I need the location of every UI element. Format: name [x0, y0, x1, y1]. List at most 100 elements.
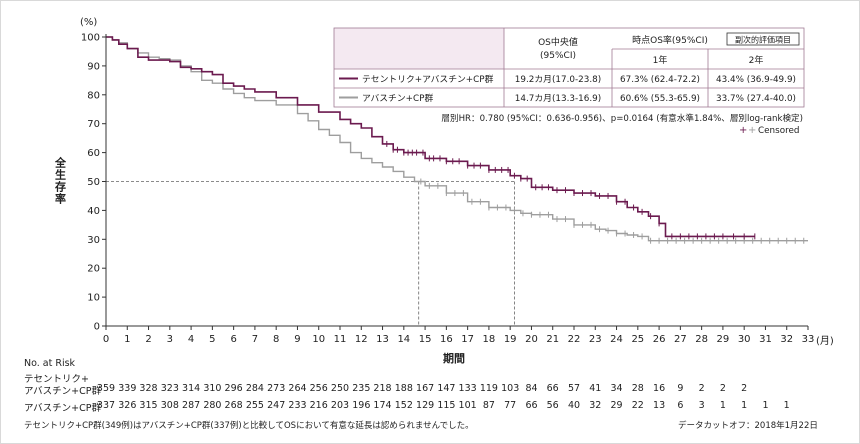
x-tick-label: 28	[695, 334, 708, 345]
at-risk-title: No. at Risk	[24, 358, 76, 369]
at-risk-value: 203	[330, 400, 350, 411]
at-risk-value: 1	[783, 400, 790, 411]
at-risk-row1: 359 339 328 323 314 310 296 284 273 264 256 250 235 2…	[0, 383, 860, 395]
at-risk-value: 66	[546, 383, 559, 394]
at-risk-value: 40	[567, 400, 581, 411]
x-tick-label: 14	[397, 334, 410, 345]
x-tick-label: 12	[355, 334, 368, 345]
at-risk-value: 129	[416, 400, 435, 411]
x-tick-label: 1	[124, 334, 130, 345]
x-tick-label: 0	[103, 334, 109, 345]
rate-header: 時点OS率(95%CI)	[632, 34, 708, 46]
at-risk-value: 268	[224, 400, 243, 411]
at-risk-value: 218	[373, 383, 392, 394]
at-risk-value: 308	[160, 400, 179, 411]
at-risk-value: 310	[203, 383, 222, 394]
y-tick-label: 30	[87, 235, 100, 246]
at-risk-value: 147	[437, 383, 456, 394]
row1-year2: 43.4% (36.9-49.9)	[716, 75, 796, 85]
at-risk-value: 34	[610, 383, 623, 394]
at-risk-value: 339	[118, 383, 137, 394]
median-header: OS中央値	[538, 36, 578, 48]
at-risk-value: 328	[139, 383, 158, 394]
x-tick-label: 31	[759, 334, 772, 345]
at-risk-value: 167	[416, 383, 435, 394]
at-risk-value: 315	[139, 400, 158, 411]
at-risk-value: 2	[741, 383, 748, 394]
x-tick-label: 9	[294, 334, 300, 345]
row1-year1: 67.3% (62.4-72.2)	[620, 75, 700, 85]
at-risk-value: 57	[567, 383, 581, 394]
y-tick-label: 100	[81, 33, 100, 44]
x-tick-label: 10	[312, 334, 325, 345]
at-risk-value: 77	[504, 400, 517, 411]
at-risk-value: 2	[698, 383, 705, 394]
at-risk-row1-label-line1: テセントリク+	[24, 374, 89, 385]
stats-table: OS中央値 (95%CI) 時点OS率(95%CI) 副次的評価項目 1年 2年…	[333, 27, 805, 108]
y-tick-label: 90	[87, 61, 100, 72]
at-risk-value: 1	[741, 400, 748, 411]
censor-mark-purple-icon: +	[739, 125, 747, 136]
at-risk-value: 13	[653, 400, 666, 411]
x-tick-label: 33	[802, 334, 815, 345]
median-header-sub: (95%CI)	[540, 51, 576, 61]
x-tick-label: 21	[546, 334, 559, 345]
row2-group: アバスチン+CP群	[362, 92, 433, 104]
at-risk-value: 174	[373, 400, 392, 411]
at-risk-value: 264	[288, 383, 307, 394]
x-tick-label: 7	[252, 334, 258, 345]
x-tick-label: 5	[209, 334, 215, 345]
censored-legend: + + Censored	[739, 125, 800, 136]
footer-note: テセントリク+CP群(349例)はアバスチン+CP群(337例)と比較してOSに…	[24, 421, 474, 431]
at-risk-value: 66	[525, 400, 538, 411]
at-risk-value: 323	[160, 383, 179, 394]
at-risk-value: 2	[719, 383, 726, 394]
data-cutoff-note: データカットオフ：2018年1月22日	[678, 421, 818, 431]
at-risk-value: 1	[762, 400, 769, 411]
y-tick-label: 80	[87, 90, 100, 101]
at-risk-value: 337	[96, 400, 116, 411]
at-risk-value: 32	[589, 400, 602, 411]
x-tick-label: 25	[631, 334, 644, 345]
x-tick-label: 15	[419, 334, 432, 345]
at-risk-value: 22	[631, 400, 644, 411]
year1-header: 1年	[653, 54, 668, 66]
hr-note: 層別HR：0.780 (95%CI：0.636-0.956)、p=0.0164 …	[441, 112, 803, 124]
x-tick-label: 24	[610, 334, 623, 345]
at-risk-value: 28	[631, 383, 644, 394]
at-risk-value: 233	[288, 400, 307, 411]
at-risk-value: 326	[118, 400, 137, 411]
at-risk-value: 247	[267, 400, 286, 411]
at-risk-value: 314	[182, 383, 201, 394]
x-tick-label: 8	[273, 334, 279, 345]
at-risk-value: 115	[437, 400, 456, 411]
at-risk-value: 284	[245, 383, 264, 394]
x-tick-label: 6	[230, 334, 236, 345]
at-risk-value: 6	[677, 400, 684, 411]
at-risk-value: 1	[719, 400, 726, 411]
at-risk-value: 3	[698, 400, 705, 411]
at-risk-row2-label: アバスチン+CP群	[24, 403, 101, 414]
at-risk-value: 16	[653, 383, 666, 394]
at-risk-value: 41	[589, 383, 602, 394]
at-risk-value: 29	[610, 400, 623, 411]
x-tick-label: 3	[167, 334, 173, 345]
x-tick-label: 2	[145, 334, 151, 345]
x-tick-label: 32	[780, 334, 793, 345]
x-tick-label: 19	[504, 334, 517, 345]
at-risk-value: 359	[96, 383, 116, 394]
at-risk-value: 255	[245, 400, 264, 411]
at-risk-value: 84	[525, 383, 538, 394]
x-axis-title: 期間	[443, 351, 465, 365]
x-tick-label: 4	[188, 334, 194, 345]
x-tick-label: 18	[483, 334, 496, 345]
row2-year1: 60.6% (55.3-65.9)	[620, 94, 700, 104]
y-tick-label: 60	[87, 148, 100, 159]
y-tick-label: 20	[87, 264, 100, 275]
at-risk-row1-label-line2: アバスチン+CP群	[24, 386, 101, 397]
at-risk-value: 101	[458, 400, 477, 411]
at-risk-value: 280	[203, 400, 222, 411]
x-tick-label: 11	[334, 334, 347, 345]
at-risk-value: 133	[458, 383, 477, 394]
